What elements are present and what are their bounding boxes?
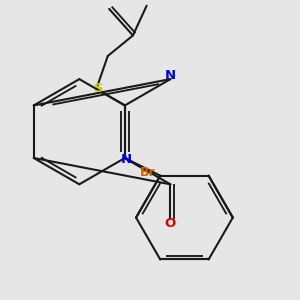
- Text: N: N: [165, 69, 176, 82]
- Text: O: O: [165, 217, 176, 230]
- Text: N: N: [121, 153, 132, 166]
- Text: Br: Br: [140, 166, 155, 179]
- Text: S: S: [94, 82, 104, 95]
